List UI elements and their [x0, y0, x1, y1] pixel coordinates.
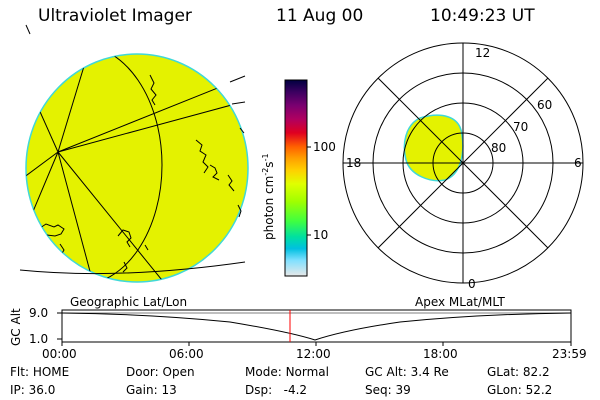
status-gain: Gain: 13 [126, 383, 177, 397]
right-panel-label: Apex MLat/MLT [415, 295, 505, 309]
altitude-y-low: 1.0 [29, 332, 49, 346]
colorbar [284, 79, 311, 277]
colorbar-tick-high: 100 [313, 140, 336, 154]
status-ip: IP: 36.0 [10, 383, 56, 397]
altitude-curve [61, 312, 572, 341]
status-mode: Mode: Normal [245, 365, 329, 379]
instrument-title: Ultraviolet Imager [38, 6, 192, 26]
status-door: Door: Open [126, 365, 195, 379]
altitude-strip [57, 309, 572, 346]
globe-image [19, 24, 249, 283]
status-dsp: Dsp: -4.2 [245, 383, 308, 397]
mlt-label-6: 6 [574, 156, 582, 170]
left-panel-label: Geographic Lat/Lon [70, 295, 188, 309]
status-gc-alt: GC Alt: 3.4 Re [365, 365, 449, 379]
mlt-label-18: 18 [346, 156, 362, 170]
time-tick-3: 18:00 [423, 347, 458, 361]
time-tick-4: 23:59 [552, 347, 587, 361]
lat-label-80: 80 [491, 141, 507, 155]
lat-label-60: 60 [537, 98, 553, 112]
status-flight: Flt: HOME [10, 365, 70, 379]
status-seq: Seq: 39 [365, 383, 411, 397]
time-tick-2: 12:00 [296, 347, 331, 361]
mlt-label-12: 12 [475, 46, 491, 60]
time-tick-1: 06:00 [169, 347, 204, 361]
altitude-ylabel: GC Alt [9, 308, 23, 346]
polar-plot [342, 42, 584, 284]
time-label: 10:49:23 UT [430, 6, 535, 26]
status-glat: GLat: 82.2 [487, 365, 550, 379]
time-tick-0: 00:00 [42, 347, 77, 361]
latitude-circle [26, 54, 163, 282]
lat-label-70: 70 [513, 120, 529, 134]
status-glon: GLon: 52.2 [487, 383, 553, 397]
colorbar-tick-low: 10 [313, 228, 329, 242]
altitude-y-high: 9.0 [29, 306, 49, 320]
mlt-label-0: 0 [468, 277, 476, 291]
auroral-oval [403, 114, 464, 182]
date-label: 11 Aug 00 [276, 6, 364, 26]
colorbar-unit: photon cm-2s-1 [261, 153, 276, 240]
